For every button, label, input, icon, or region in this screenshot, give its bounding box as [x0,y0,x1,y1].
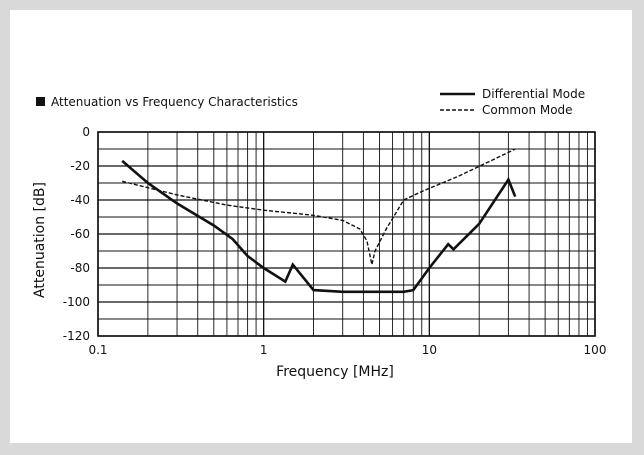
x-tick-label: 100 [584,343,607,357]
title-square-icon [36,97,45,106]
legend: Differential Mode Common Mode [440,87,585,117]
x-tick-label: 1 [260,343,268,357]
y-tick-label: -60 [70,227,90,241]
series-layer [121,148,517,294]
y-tick-label: -40 [70,193,90,207]
tick-labels: 0.1 1 10 100 0 -20 -40 -60 -80 -100 -120 [63,125,607,357]
differential-mode-line [121,159,517,294]
y-tick-label: -100 [63,295,90,309]
x-tick-label: 10 [422,343,437,357]
y-tick-label: -20 [70,159,90,173]
grid [97,131,596,337]
plot-frame [97,131,596,337]
common-mode-legend-label: Common Mode [482,103,573,117]
chart-panel: Attenuation vs Frequency Characteristics… [10,10,632,443]
y-axis-label: Attenuation [dB] [32,182,48,298]
chart-title-text: Attenuation vs Frequency Characteristics [51,95,298,109]
y-tick-label: -80 [70,261,90,275]
x-axis-label: Frequency [MHz] [276,364,394,380]
differential-mode-legend-label: Differential Mode [482,87,585,101]
attenuation-chart: Attenuation vs Frequency Characteristics… [32,87,607,380]
y-tick-label: 0 [82,125,90,139]
y-tick-label: -120 [63,329,90,343]
common-mode-line [122,148,516,265]
x-tick-label: 0.1 [88,343,107,357]
chart-title: Attenuation vs Frequency Characteristics [36,95,298,109]
